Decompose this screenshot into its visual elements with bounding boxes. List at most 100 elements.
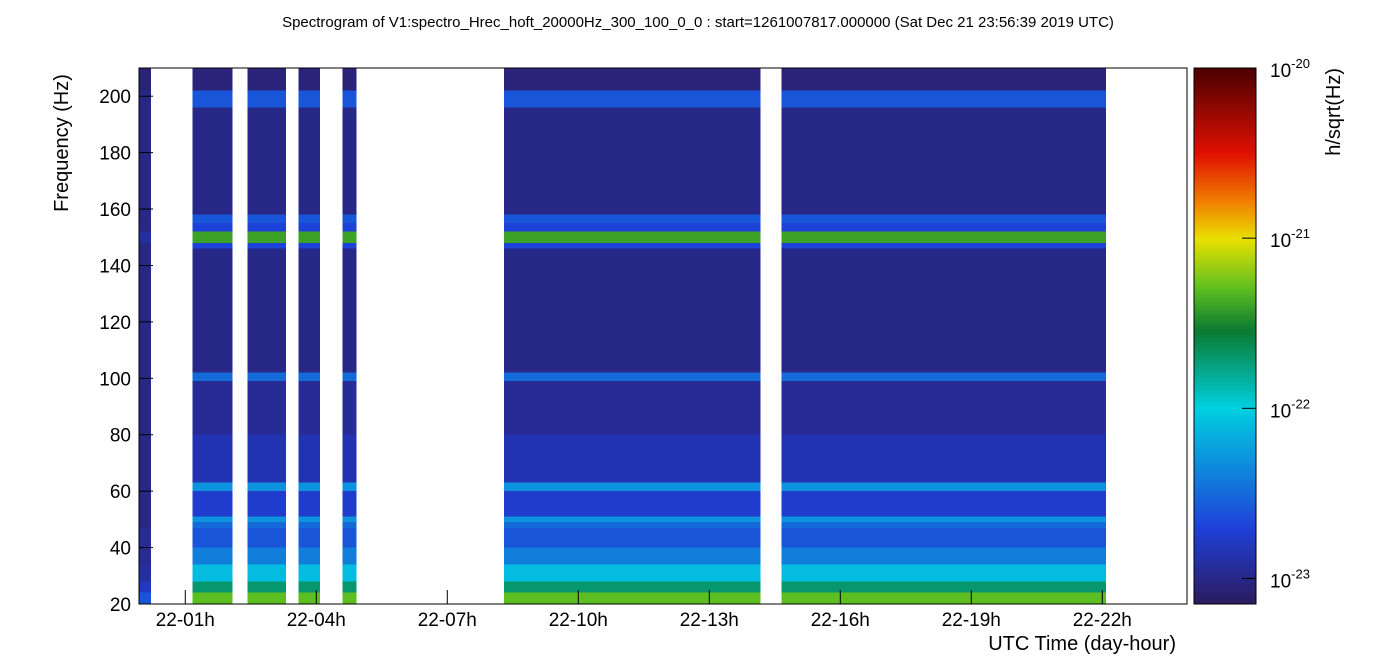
heatmap-cell (342, 90, 357, 108)
heatmap-cell (781, 527, 1107, 548)
heatmap-cell (139, 90, 152, 108)
heatmap-cell (781, 231, 1107, 243)
heatmap-cell (298, 214, 321, 224)
heatmap-cell (139, 491, 152, 517)
heatmap-cell (192, 522, 233, 528)
colorbar-tick-exponent: -23 (1291, 566, 1310, 581)
heatmap-cell (139, 214, 152, 224)
heatmap-cell (342, 527, 357, 548)
colorbar-tick-exponent: -22 (1291, 396, 1310, 411)
heatmap-cell (192, 248, 233, 373)
heatmap-cell (342, 547, 357, 565)
heatmap-cell (342, 107, 357, 215)
heatmap-cell (504, 223, 761, 232)
heatmap-cell (298, 527, 321, 548)
heatmap-cell (139, 592, 152, 604)
heatmap-cell (192, 381, 233, 435)
heatmap-cell (781, 68, 1107, 91)
heatmap-cell (342, 434, 357, 483)
heatmap-cell (781, 491, 1107, 517)
colorbar-tick-base: 10 (1270, 401, 1291, 422)
heatmap-cell (342, 242, 357, 249)
heatmap-cell (192, 242, 233, 249)
heatmap-cell (298, 68, 321, 91)
colorbar-tick-exponent: -21 (1291, 226, 1310, 241)
heatmap-cell (298, 564, 321, 582)
heatmap-cell (504, 372, 761, 382)
heatmap-cell (298, 90, 321, 108)
x-tick-label: 22-04h (287, 610, 346, 631)
heatmap-cell (504, 516, 761, 523)
heatmap-cell (504, 547, 761, 565)
heatmap-cell (342, 68, 357, 91)
y-tick-label: 180 (99, 144, 131, 165)
heatmap-cell (192, 482, 233, 492)
heatmap-cell (139, 223, 152, 232)
heatmap-cell (298, 372, 321, 382)
chart-title: Spectrogram of V1:spectro_Hrec_hoft_2000… (282, 14, 1114, 31)
heatmap-cell (247, 491, 287, 517)
heatmap-cell (247, 527, 287, 548)
colorbar-tick-exponent: -20 (1291, 56, 1310, 71)
heatmap-cell (504, 522, 761, 528)
heatmap-cell (504, 381, 761, 435)
y-tick-label: 40 (110, 539, 131, 560)
heatmap-cell (247, 581, 287, 593)
heatmap-cell (342, 516, 357, 523)
heatmap-cell (139, 547, 152, 565)
y-tick-label: 100 (99, 369, 131, 390)
heatmap-cell (781, 482, 1107, 492)
x-tick-label: 22-16h (811, 610, 870, 631)
heatmap-cell (192, 231, 233, 243)
y-axis-title: Frequency (Hz) (51, 74, 73, 212)
heatmap-cell (781, 242, 1107, 249)
heatmap-cell (504, 68, 761, 91)
colorbar-tick-base: 10 (1270, 571, 1291, 592)
heatmap-cell (247, 214, 287, 224)
heatmap-cell (247, 434, 287, 483)
heatmap-cell (247, 547, 287, 565)
heatmap-cell (139, 248, 152, 373)
x-tick-label: 22-01h (156, 610, 215, 631)
heatmap-cell (504, 248, 761, 373)
heatmap-cell (342, 381, 357, 435)
colorbar-tick-base: 10 (1270, 231, 1291, 252)
heatmap-cell (781, 592, 1107, 604)
plot-frame (138, 67, 1188, 605)
colorbar-tick-label: 10-22 (1270, 396, 1310, 422)
heatmap-cell (139, 564, 152, 582)
heatmap-cell (504, 581, 761, 593)
heatmap-cell (192, 592, 233, 604)
heatmap-cell (139, 434, 152, 483)
heatmap-cell (781, 248, 1107, 373)
heatmap-cell (192, 214, 233, 224)
heatmap-cell (298, 107, 321, 215)
heatmap-cell (247, 564, 287, 582)
heatmap-cell (139, 482, 152, 492)
heatmap-cell (781, 522, 1107, 528)
y-tick-label: 200 (99, 87, 131, 108)
heatmap-cell (298, 581, 321, 593)
heatmap-cell (504, 242, 761, 249)
heatmap-cell (247, 522, 287, 528)
heatmap-cell (342, 581, 357, 593)
colorbar-tick-label: 10-20 (1270, 56, 1310, 82)
heatmap-cell (298, 242, 321, 249)
y-tick-label: 20 (110, 595, 131, 616)
colorbar-tick-base: 10 (1270, 61, 1291, 82)
heatmap-cell (192, 491, 233, 517)
heatmap-cell (298, 491, 321, 517)
y-tick-label: 80 (110, 426, 131, 447)
heatmap-cell (247, 231, 287, 243)
heatmap-cell (342, 223, 357, 232)
heatmap-cell (192, 516, 233, 523)
heatmap-cell (504, 564, 761, 582)
heatmap-cell (298, 231, 321, 243)
heatmap-cell (342, 214, 357, 224)
colorbar-tick-label: 10-23 (1270, 566, 1310, 592)
heatmap-cell (247, 592, 287, 604)
heatmap-cell (192, 107, 233, 215)
x-tick-label: 22-13h (680, 610, 739, 631)
heatmap-cell (139, 68, 152, 91)
heatmap-cell (192, 90, 233, 108)
